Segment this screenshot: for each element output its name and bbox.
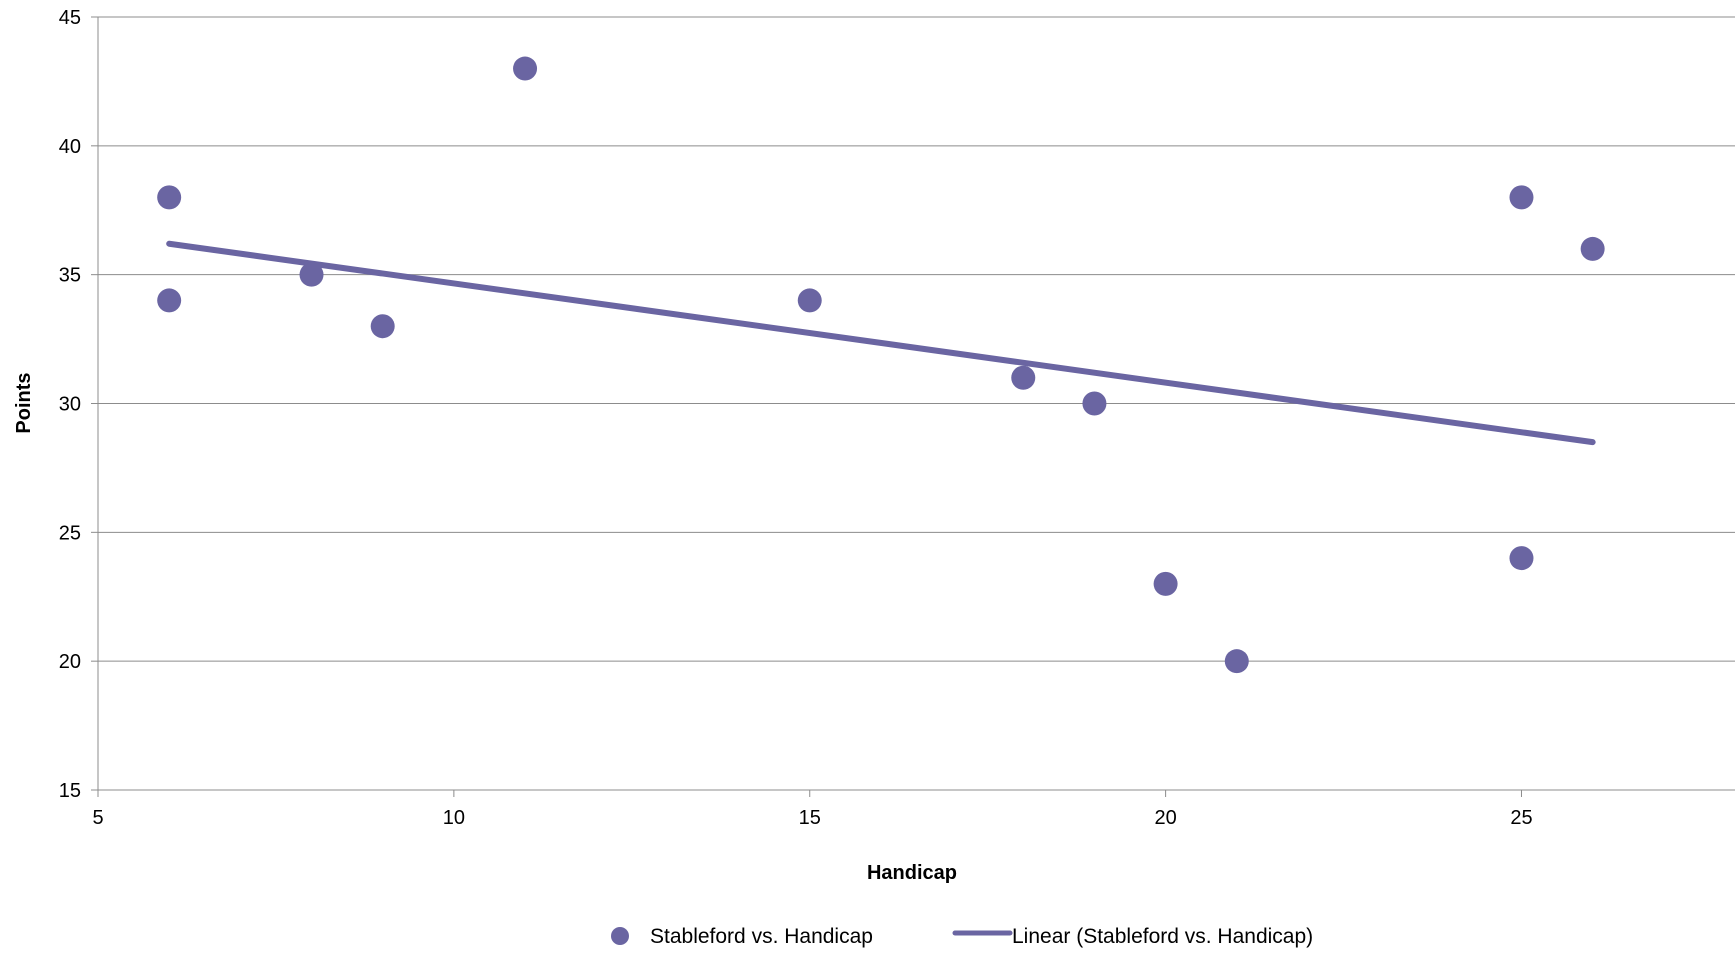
y-tick-label: 15 bbox=[59, 780, 81, 802]
y-tick-labels: 15 20 25 30 35 40 45 bbox=[59, 7, 81, 802]
x-tick-label: 20 bbox=[1154, 807, 1176, 829]
y-tick-label: 25 bbox=[59, 522, 81, 544]
x-tick-label: 15 bbox=[799, 807, 821, 829]
data-point bbox=[157, 185, 182, 210]
data-point bbox=[1153, 571, 1178, 596]
data-point bbox=[1580, 236, 1605, 261]
gridlines bbox=[98, 16, 1735, 662]
legend-item-points: Stableford vs. Handicap bbox=[611, 925, 873, 948]
data-point bbox=[1082, 391, 1107, 416]
x-axis-title: Handicap bbox=[867, 862, 957, 884]
data-point bbox=[1011, 365, 1036, 390]
data-point bbox=[513, 56, 538, 81]
y-tick-label: 30 bbox=[59, 394, 81, 416]
y-tick-label: 45 bbox=[59, 7, 81, 29]
trendline bbox=[166, 240, 1596, 446]
legend: Stableford vs. Handicap Linear (Stablefo… bbox=[611, 925, 1313, 948]
x-tick-label: 5 bbox=[92, 807, 103, 829]
legend-item-trendline: Linear (Stableford vs. Handicap) bbox=[952, 925, 1313, 948]
data-point bbox=[299, 262, 324, 287]
legend-label-points: Stableford vs. Handicap bbox=[650, 925, 873, 948]
y-axis-title: Points bbox=[13, 372, 35, 433]
x-tick-label: 10 bbox=[443, 807, 465, 829]
y-tick-label: 35 bbox=[59, 265, 81, 287]
legend-label-trendline: Linear (Stableford vs. Handicap) bbox=[1012, 925, 1313, 948]
data-point bbox=[1509, 185, 1534, 210]
data-point bbox=[797, 288, 822, 313]
data-point bbox=[1509, 546, 1534, 571]
data-point bbox=[1224, 649, 1249, 674]
data-points bbox=[157, 56, 1605, 674]
y-tick-label: 20 bbox=[59, 651, 81, 673]
x-tick-label: 25 bbox=[1510, 807, 1532, 829]
data-point bbox=[370, 314, 395, 339]
y-tick-label: 40 bbox=[59, 136, 81, 158]
x-tick-labels: 5 10 15 20 25 bbox=[92, 807, 1532, 829]
legend-marker-circle bbox=[611, 927, 629, 945]
axes bbox=[91, 16, 1735, 797]
data-point bbox=[157, 288, 182, 313]
trendline-layer bbox=[166, 240, 1596, 446]
